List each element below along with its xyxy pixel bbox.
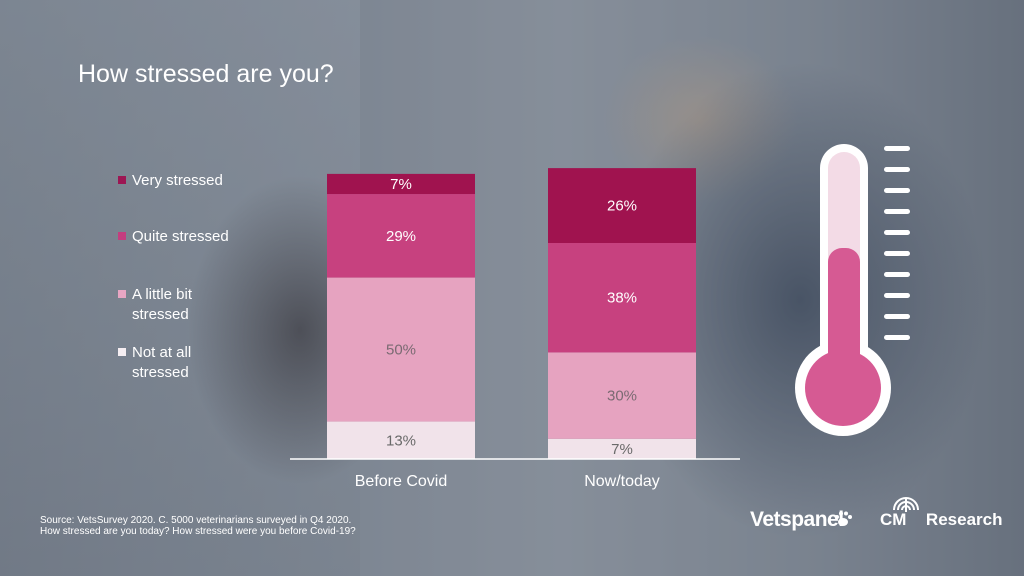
thermometer-icon (795, 144, 910, 436)
data-label: 7% (611, 441, 633, 458)
legend-item-not-at-all-stressed: Not at all stressed (118, 343, 242, 383)
legend-item-quite-stressed: Quite stressed (118, 227, 229, 247)
legend-label: Quite stressed (132, 228, 229, 245)
legend-label: Very stressed (132, 172, 223, 189)
data-label: 29% (386, 228, 416, 245)
bar-segment (327, 277, 475, 422)
data-label: 26% (607, 198, 637, 215)
cm-research-logo: CM Research (880, 490, 1002, 535)
vetspanel-logo: Vetspanel (750, 508, 844, 531)
legend-label: A little bit stressed (132, 286, 193, 323)
bar-segment (327, 173, 475, 195)
legend-swatch (118, 232, 126, 240)
background-photo-shelves (0, 0, 360, 576)
legend-label: Not at all stressed (132, 344, 192, 381)
category-labels-layer: Before Covid Now/today (355, 473, 660, 490)
legend-swatch (118, 290, 126, 298)
category-label: Before Covid (355, 473, 448, 490)
source-line: Source: VetsSurvey 2020. C. 5000 veterin… (40, 515, 352, 526)
cm-prefix: CM (880, 510, 907, 529)
data-label: 7% (390, 176, 412, 193)
bar-segment (327, 194, 475, 278)
source-line: How stressed are you today? How stressed… (40, 526, 356, 537)
bar-segment (548, 438, 696, 459)
data-label: 50% (386, 342, 416, 359)
cm-research-text: CM Research (880, 510, 1002, 530)
legend-item-very-stressed: Very stressed (118, 171, 223, 191)
page-title: How stressed are you? (78, 60, 334, 88)
bars-layer: 13% 50% 29% 7% 7% 30% 38% 26% (327, 168, 696, 459)
cm-suffix: Research (925, 510, 1003, 529)
legend-item-a-little-bit-stressed: A little bit stressed (118, 285, 242, 325)
legend-swatch (118, 176, 126, 184)
category-label: Now/today (584, 473, 660, 490)
signal-icon (893, 497, 919, 512)
data-label: 30% (607, 388, 637, 405)
bar-segment (548, 243, 696, 353)
paw-icon (835, 511, 852, 526)
bar-segment (548, 352, 696, 439)
legend-swatch (118, 348, 126, 356)
bar-segment (548, 168, 696, 243)
data-label: 38% (607, 290, 637, 307)
source-note: Source: VetsSurvey 2020. C. 5000 veterin… (40, 515, 356, 537)
bar-segment (327, 421, 475, 459)
data-label: 13% (386, 432, 416, 449)
